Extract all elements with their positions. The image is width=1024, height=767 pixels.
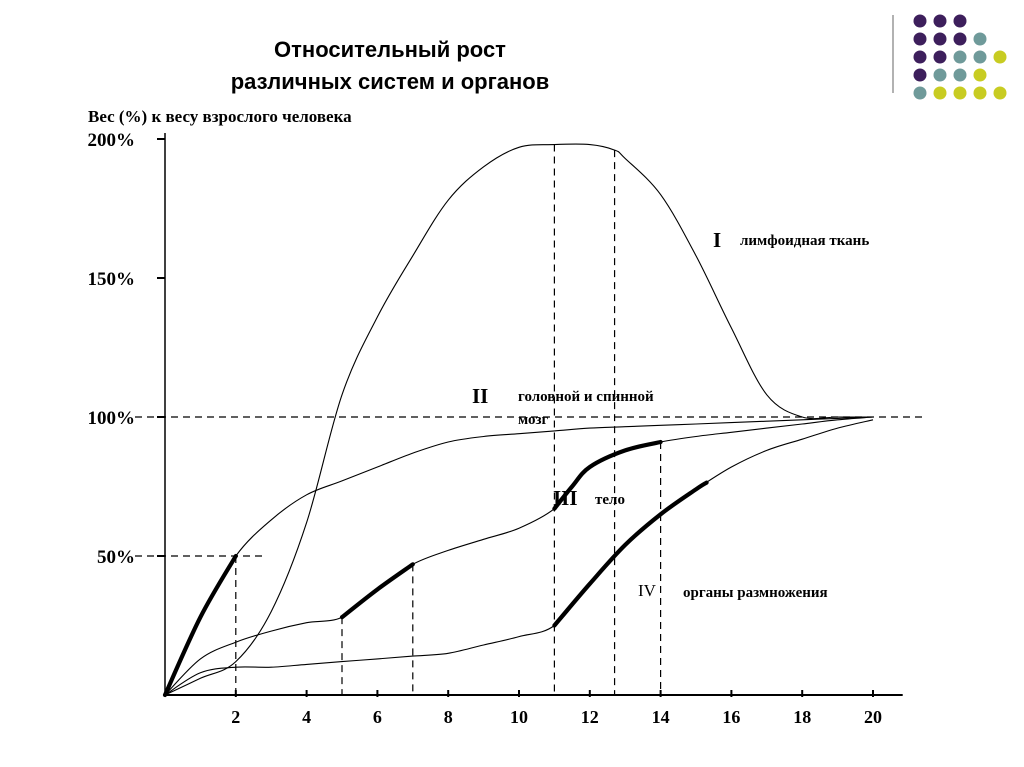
x-tick-label: 10 (510, 707, 528, 727)
decorative-dot-pattern (892, 14, 1007, 100)
deco-dot (913, 32, 927, 46)
series-name-1: лимфоидная ткань (740, 233, 869, 249)
x-tick-label: 16 (722, 707, 740, 727)
x-tick-label: 14 (652, 707, 670, 727)
deco-dot (953, 32, 967, 46)
deco-dot (953, 68, 967, 82)
deco-dot (933, 14, 947, 28)
x-tick-label: 8 (444, 707, 453, 727)
slide-title: Относительный рост различных систем и ор… (180, 34, 600, 96)
series-name-4: органы размножения (683, 585, 828, 601)
deco-dot (973, 86, 987, 100)
slide-title-line2: различных систем и органов (230, 69, 550, 94)
chart-axes: 2 4 6 8 10 12 14 16 18 20 50% 100% 150% 200% (88, 130, 903, 727)
guide-lines (135, 144, 923, 695)
chart-labels: Вес (%) к весу взрослого человека I лимфои… (88, 107, 869, 601)
deco-dot (913, 68, 927, 82)
x-tick-label: 20 (864, 707, 882, 727)
deco-dot (933, 68, 947, 82)
series-numeral-3: III (553, 486, 578, 510)
y-tick-label: 150% (88, 269, 136, 290)
bold-segment (552, 480, 709, 628)
y-tick-label: 200% (88, 130, 136, 151)
deco-dot (973, 32, 987, 46)
deco-dot (973, 68, 987, 82)
x-tick-label: 4 (302, 707, 311, 727)
series-numeral-2: II (472, 384, 488, 408)
deco-dot (953, 50, 967, 64)
y-axis-label: Вес (%) к весу взрослого человека (88, 107, 352, 126)
series-line-2 (164, 416, 874, 696)
deco-dot (993, 86, 1007, 100)
x-tick-label: 18 (793, 707, 811, 727)
x-tick-label: 6 (373, 707, 382, 727)
deco-dot (993, 50, 1007, 64)
deco-dot (933, 32, 947, 46)
bold-segment (162, 553, 238, 698)
deco-dot (933, 50, 947, 64)
series-line-3 (164, 416, 874, 696)
slide-title-line1: Относительный рост (274, 37, 506, 62)
deco-dot (913, 86, 927, 100)
bold-segment (339, 562, 415, 620)
series-numeral-4: IV (638, 581, 657, 600)
deco-dot (953, 86, 967, 100)
series-numeral-1: I (713, 228, 721, 252)
deco-dot (913, 50, 927, 64)
x-tick-label: 12 (581, 707, 599, 727)
x-tick-label: 2 (231, 707, 240, 727)
y-tick-label: 50% (97, 547, 135, 568)
deco-dot (973, 50, 987, 64)
deco-dot (913, 14, 927, 28)
series-name-2: головной и спинной мозг (518, 389, 654, 428)
bold-segment (552, 439, 663, 511)
series-name-3: тело (595, 492, 625, 508)
series-line-1 (164, 143, 873, 696)
deco-dot (953, 14, 967, 28)
series-layer (162, 143, 874, 698)
series-line-4 (164, 419, 874, 696)
y-tick-label: 100% (88, 408, 136, 429)
deco-dot (933, 86, 947, 100)
